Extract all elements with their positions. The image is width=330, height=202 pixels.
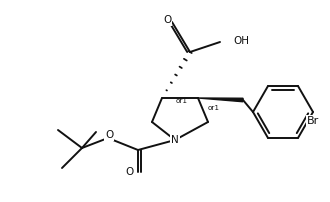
Text: O: O bbox=[163, 15, 171, 25]
Polygon shape bbox=[198, 98, 243, 102]
Text: O: O bbox=[126, 167, 134, 177]
Text: Br: Br bbox=[307, 116, 319, 126]
Text: OH: OH bbox=[233, 36, 249, 46]
Text: N: N bbox=[171, 135, 179, 145]
Text: or1: or1 bbox=[176, 98, 188, 104]
Text: or1: or1 bbox=[208, 105, 220, 111]
Text: O: O bbox=[105, 130, 113, 140]
